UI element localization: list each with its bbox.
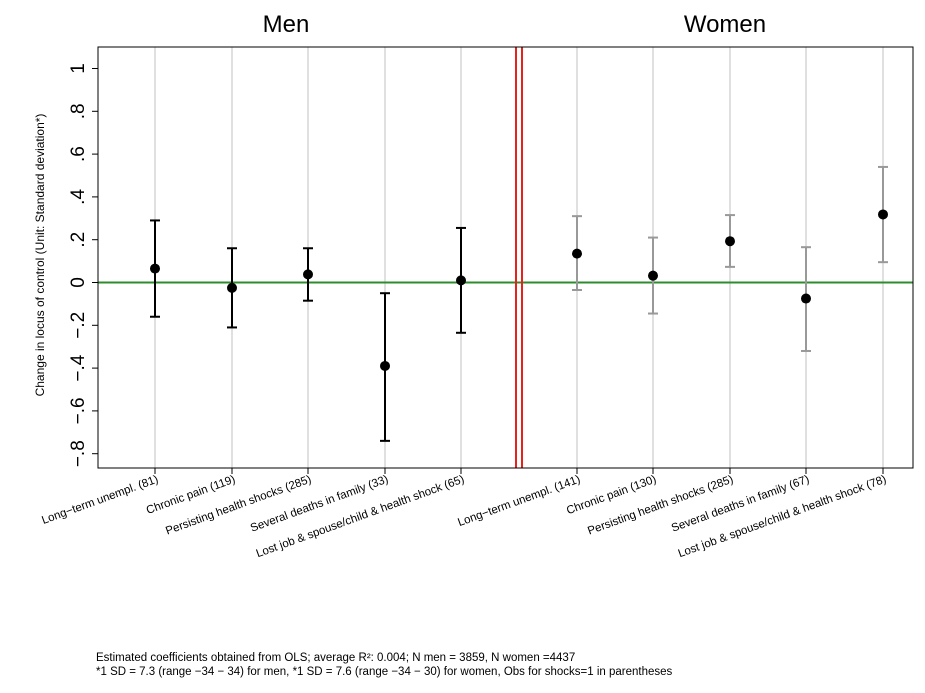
point-estimate	[456, 275, 466, 286]
point-estimate	[380, 360, 390, 371]
y-tick-label: .8	[68, 103, 89, 119]
reference-layer	[98, 47, 913, 468]
y-tick-label: .6	[68, 146, 89, 162]
point-estimate	[303, 269, 313, 280]
point-estimate	[648, 270, 658, 281]
axes-layer: 1 .8 .6 .4 .2 0 −.2 −.4 −.6 −.8 Long−term unempl. …	[40, 63, 888, 560]
point-estimate	[150, 263, 160, 274]
footnote-estimation: Estimated coefficients obtained from OLS…	[96, 652, 576, 664]
point-estimate	[227, 282, 237, 293]
point-estimate	[801, 293, 811, 304]
x-tick-label: Persisting health shocks (285)	[164, 473, 313, 537]
plot-frame	[97, 46, 914, 469]
x-tick-label: Long−term unempl. (141)	[456, 473, 582, 529]
point-estimate	[725, 236, 735, 247]
y-tick-label: 1	[68, 63, 89, 74]
x-tick-label: Persisting health shocks (285)	[586, 473, 735, 537]
y-tick-label: −.2	[68, 312, 89, 339]
y-tick-label: .2	[68, 232, 89, 248]
vertical-grid	[154, 47, 884, 468]
panel-title-men: Men	[263, 11, 310, 38]
marks-layer	[150, 165, 888, 442]
y-tick-label: 0	[68, 277, 89, 288]
x-tick-label: Long−term unempl. (81)	[40, 473, 160, 526]
point-estimate	[878, 209, 888, 220]
y-tick-label: −.8	[68, 440, 89, 467]
point-estimate	[572, 248, 582, 259]
panel-title-women: Women	[684, 11, 766, 38]
y-axis-label: Change in locus of control (Unit: Standa…	[33, 114, 47, 397]
y-tick-label: .4	[68, 189, 89, 205]
footnote-scale: *1 SD = 7.3 (range −34 − 34) for men, *1…	[96, 666, 673, 678]
y-tick-label: −.4	[68, 354, 89, 381]
y-tick-label: −.6	[68, 397, 89, 424]
